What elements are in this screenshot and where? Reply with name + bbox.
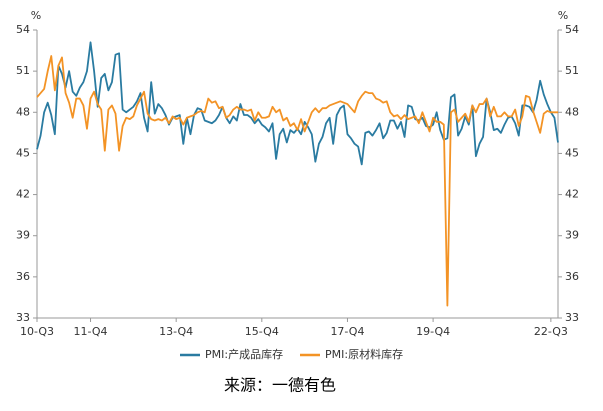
y2-tick-label: 39 [565,229,579,242]
y2-tick-label: 45 [565,146,579,159]
y-tick-label: 36 [16,270,30,283]
y-tick-label: 45 [16,146,30,159]
y2-tick-label: 33 [565,311,579,324]
y2-tick-label: 42 [565,188,579,201]
y2-tick-label: 36 [565,270,579,283]
x-tick-label: 17-Q4 [330,325,364,338]
y-unit: % [31,9,41,22]
x-tick-label: 10-Q3 [20,325,54,338]
y-tick-label: 48 [16,105,30,118]
legend-label: PMI:原材料库存 [325,347,403,361]
y-tick-label: 39 [16,229,30,242]
legend-label: PMI:产成品库存 [205,347,283,361]
y2-tick-label: 51 [565,64,579,77]
y2-unit: % [558,9,568,22]
y-tick-label: 54 [16,23,30,36]
source: 来源：一德有色 [224,376,336,395]
x-tick-label: 22-Q3 [534,325,568,338]
series-line [36,55,558,307]
x-tick-label: 15-Q4 [245,325,279,338]
y-tick-label: 51 [16,64,30,77]
y2-tick-label: 48 [565,105,579,118]
x-tick-label: 11-Q4 [74,325,108,338]
x-tick-label: 19-Q4 [416,325,450,338]
x-tick-label: 13-Q4 [159,325,193,338]
y2-tick-label: 54 [565,23,579,36]
y-tick-label: 33 [16,311,30,324]
y-tick-label: 42 [16,188,30,201]
